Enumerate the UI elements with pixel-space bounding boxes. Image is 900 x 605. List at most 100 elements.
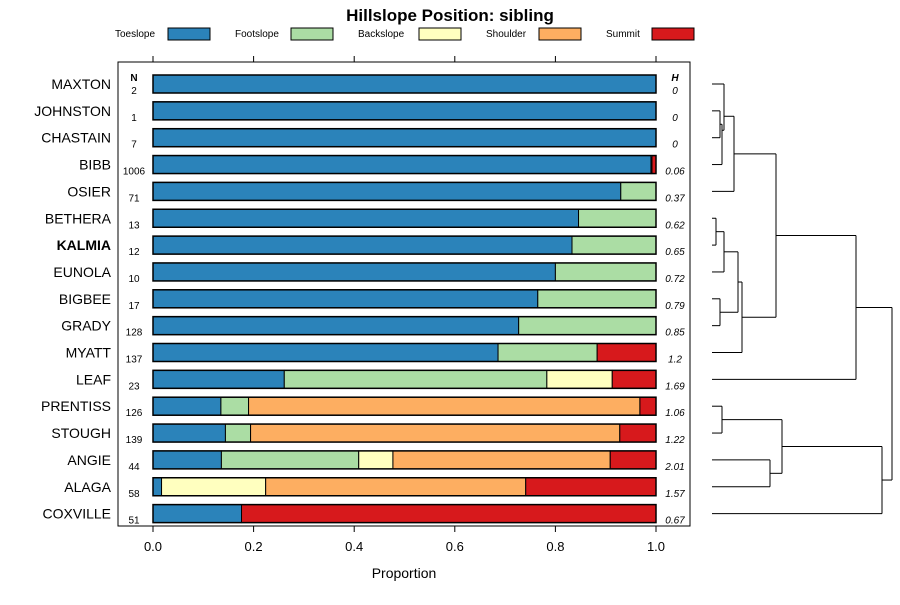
x-tick-label: 0.8 — [546, 539, 564, 554]
bar-segment — [639, 396, 657, 416]
bar-segment — [250, 423, 621, 443]
n-value: 7 — [131, 140, 137, 151]
bar-segment — [152, 208, 580, 228]
bar-outline — [152, 101, 657, 121]
row-label: MYATT — [66, 345, 112, 361]
bar-segment — [554, 262, 657, 282]
bar-segment — [220, 450, 360, 470]
x-tick-label: 0.6 — [446, 539, 464, 554]
row-label: JOHNSTON — [34, 103, 111, 119]
x-axis: 0.0 0.2 0.4 0.6 0.8 1.0 — [144, 56, 665, 554]
row-label: KALMIA — [57, 237, 111, 253]
row-label: GRADY — [61, 318, 111, 334]
dendrogram — [712, 83, 893, 515]
bar-segment — [152, 369, 285, 389]
h-value: 0.67 — [665, 516, 685, 527]
bar-outline — [152, 154, 657, 175]
bar-outline — [152, 74, 657, 94]
bar-outline — [152, 181, 657, 202]
bar-segment — [611, 369, 657, 389]
bar-segment — [283, 369, 548, 389]
bar-segment — [152, 262, 556, 282]
n-value: 10 — [128, 274, 140, 285]
row-label: ALAGA — [64, 479, 111, 495]
legend: Toeslope Footslope Backslope Shoulder Summit — [115, 27, 695, 41]
bar-segment — [620, 181, 657, 201]
row-label: PRENTISS — [41, 398, 111, 414]
legend-label: Summit — [606, 29, 640, 40]
h-value: 0.85 — [665, 328, 685, 339]
bar-outline — [152, 450, 657, 470]
n-value: 13 — [128, 220, 140, 231]
h-value: 0.06 — [665, 167, 685, 178]
row-label: EUNOLA — [53, 264, 111, 280]
row-label: COXVILLE — [43, 506, 111, 522]
bar-segment — [224, 423, 252, 443]
bar-outline — [152, 369, 657, 390]
bar-segment — [578, 208, 657, 228]
n-value: 44 — [128, 462, 140, 473]
bar-segment — [152, 343, 499, 362]
bar-segment — [248, 396, 641, 416]
bar-segment — [241, 504, 657, 524]
bar-segment — [609, 450, 657, 470]
bar-segment — [152, 477, 163, 497]
legend-swatch — [167, 27, 211, 41]
x-axis-label: Proportion — [372, 565, 437, 581]
row-label: STOUGH — [51, 425, 111, 441]
row-label: LEAF — [76, 371, 111, 387]
h-header: H — [671, 73, 679, 84]
h-value: 1.06 — [665, 408, 685, 419]
bar-outline — [152, 289, 657, 309]
bar-segment — [546, 369, 613, 389]
h-value: 0 — [672, 86, 678, 97]
bar-segment — [152, 504, 243, 524]
bar-segment — [152, 289, 539, 309]
legend-swatch — [290, 27, 334, 41]
h-value: 0.62 — [665, 220, 685, 231]
h-value: 1.69 — [665, 381, 685, 392]
legend-label: Shoulder — [486, 29, 527, 40]
bar-outline — [152, 477, 657, 497]
h-value: 0.72 — [665, 274, 685, 285]
n-value: 126 — [126, 408, 143, 419]
row-label: BIBB — [79, 157, 111, 173]
bars-group — [152, 74, 657, 524]
h-value: 1.2 — [668, 355, 682, 366]
bar-segment — [571, 235, 657, 255]
row-labels: MAXTON JOHNSTON CHASTAIN BIBB OSIER BETHERA KA… — [34, 76, 111, 522]
bar-outline — [152, 503, 657, 524]
row-label: OSIER — [67, 183, 111, 199]
bar-segment — [152, 155, 652, 175]
bar-outline — [152, 342, 657, 363]
h-value: 1.57 — [665, 489, 685, 500]
n-value: 12 — [128, 247, 140, 258]
n-value: 139 — [126, 435, 143, 446]
bar-outline — [152, 235, 657, 255]
h-value: 1.22 — [665, 435, 685, 446]
bar-segment — [518, 316, 657, 336]
row-label: CHASTAIN — [41, 130, 111, 146]
h-labels: 0 0 0 0.06 0.37 0.62 0.65 0.72 0.79 0.85 1.2 1.69 1.… — [664, 86, 685, 527]
row-label: BETHERA — [45, 210, 112, 226]
x-tick-label: 0.4 — [345, 539, 363, 554]
bar-segment — [152, 101, 657, 121]
legend-label: Footslope — [235, 29, 279, 40]
legend-swatch — [538, 27, 582, 41]
bar-segment — [152, 128, 657, 148]
bar-segment — [497, 343, 598, 362]
bar-segment — [220, 396, 250, 416]
bar-segment — [152, 396, 222, 416]
bar-segment — [152, 235, 573, 255]
h-value: 0 — [672, 113, 678, 124]
bar-segment — [525, 477, 657, 497]
n-value: 51 — [128, 516, 140, 527]
legend-swatch — [651, 27, 695, 41]
bar-segment — [152, 450, 222, 470]
row-label: MAXTON — [51, 76, 111, 92]
h-value: 0.79 — [665, 301, 685, 312]
n-value: 128 — [126, 328, 143, 339]
